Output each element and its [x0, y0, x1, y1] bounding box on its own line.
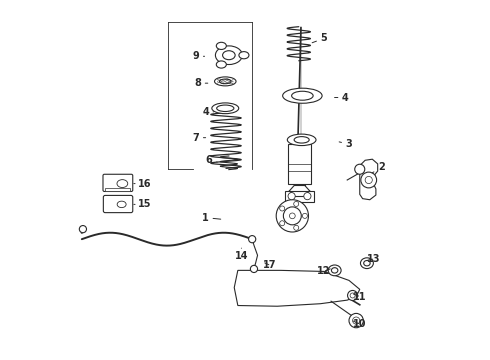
Ellipse shape: [294, 136, 309, 143]
Circle shape: [349, 314, 364, 328]
Ellipse shape: [216, 42, 226, 49]
Text: 15: 15: [134, 199, 151, 210]
Ellipse shape: [217, 105, 234, 112]
Text: 14: 14: [235, 248, 248, 261]
Ellipse shape: [220, 79, 231, 84]
Ellipse shape: [287, 134, 316, 145]
Text: 10: 10: [353, 319, 367, 329]
Ellipse shape: [331, 268, 338, 273]
Circle shape: [347, 291, 358, 301]
Circle shape: [290, 213, 295, 219]
Text: 3: 3: [339, 139, 352, 149]
Text: 12: 12: [317, 266, 331, 276]
Circle shape: [361, 172, 377, 188]
FancyBboxPatch shape: [288, 144, 311, 184]
FancyBboxPatch shape: [285, 191, 314, 202]
Text: 2: 2: [372, 162, 385, 173]
Ellipse shape: [215, 77, 236, 86]
Ellipse shape: [283, 88, 322, 103]
Ellipse shape: [216, 61, 226, 68]
Polygon shape: [360, 159, 378, 200]
Text: 16: 16: [134, 179, 151, 189]
Circle shape: [294, 225, 299, 230]
Ellipse shape: [212, 103, 239, 114]
FancyBboxPatch shape: [105, 188, 130, 192]
Circle shape: [355, 164, 365, 174]
Text: 17: 17: [263, 260, 277, 270]
Text: 13: 13: [368, 254, 381, 264]
Ellipse shape: [239, 51, 249, 59]
Circle shape: [276, 200, 309, 232]
Circle shape: [79, 226, 87, 233]
Circle shape: [350, 293, 355, 298]
Circle shape: [304, 193, 311, 200]
Text: 4: 4: [335, 93, 349, 103]
Circle shape: [302, 213, 307, 219]
Text: 1: 1: [202, 213, 220, 222]
Circle shape: [288, 193, 295, 200]
Text: 4: 4: [202, 107, 214, 117]
Ellipse shape: [117, 201, 126, 208]
Circle shape: [283, 207, 301, 225]
Circle shape: [353, 317, 360, 324]
Ellipse shape: [117, 180, 128, 188]
Text: 9: 9: [193, 51, 204, 61]
Ellipse shape: [364, 261, 370, 266]
Text: 8: 8: [194, 78, 208, 88]
Text: 7: 7: [193, 133, 206, 143]
Ellipse shape: [216, 46, 243, 64]
Ellipse shape: [328, 265, 341, 276]
FancyBboxPatch shape: [103, 195, 133, 213]
Circle shape: [248, 235, 256, 243]
Text: 11: 11: [353, 292, 367, 302]
Text: 5: 5: [312, 33, 327, 43]
Text: 6: 6: [206, 155, 217, 165]
FancyBboxPatch shape: [103, 174, 133, 192]
Circle shape: [365, 176, 372, 184]
Circle shape: [280, 206, 285, 211]
Circle shape: [280, 221, 285, 226]
Ellipse shape: [292, 91, 313, 100]
Ellipse shape: [361, 258, 373, 269]
Circle shape: [294, 201, 299, 206]
Polygon shape: [234, 270, 360, 306]
Circle shape: [250, 265, 258, 273]
Ellipse shape: [222, 51, 235, 60]
